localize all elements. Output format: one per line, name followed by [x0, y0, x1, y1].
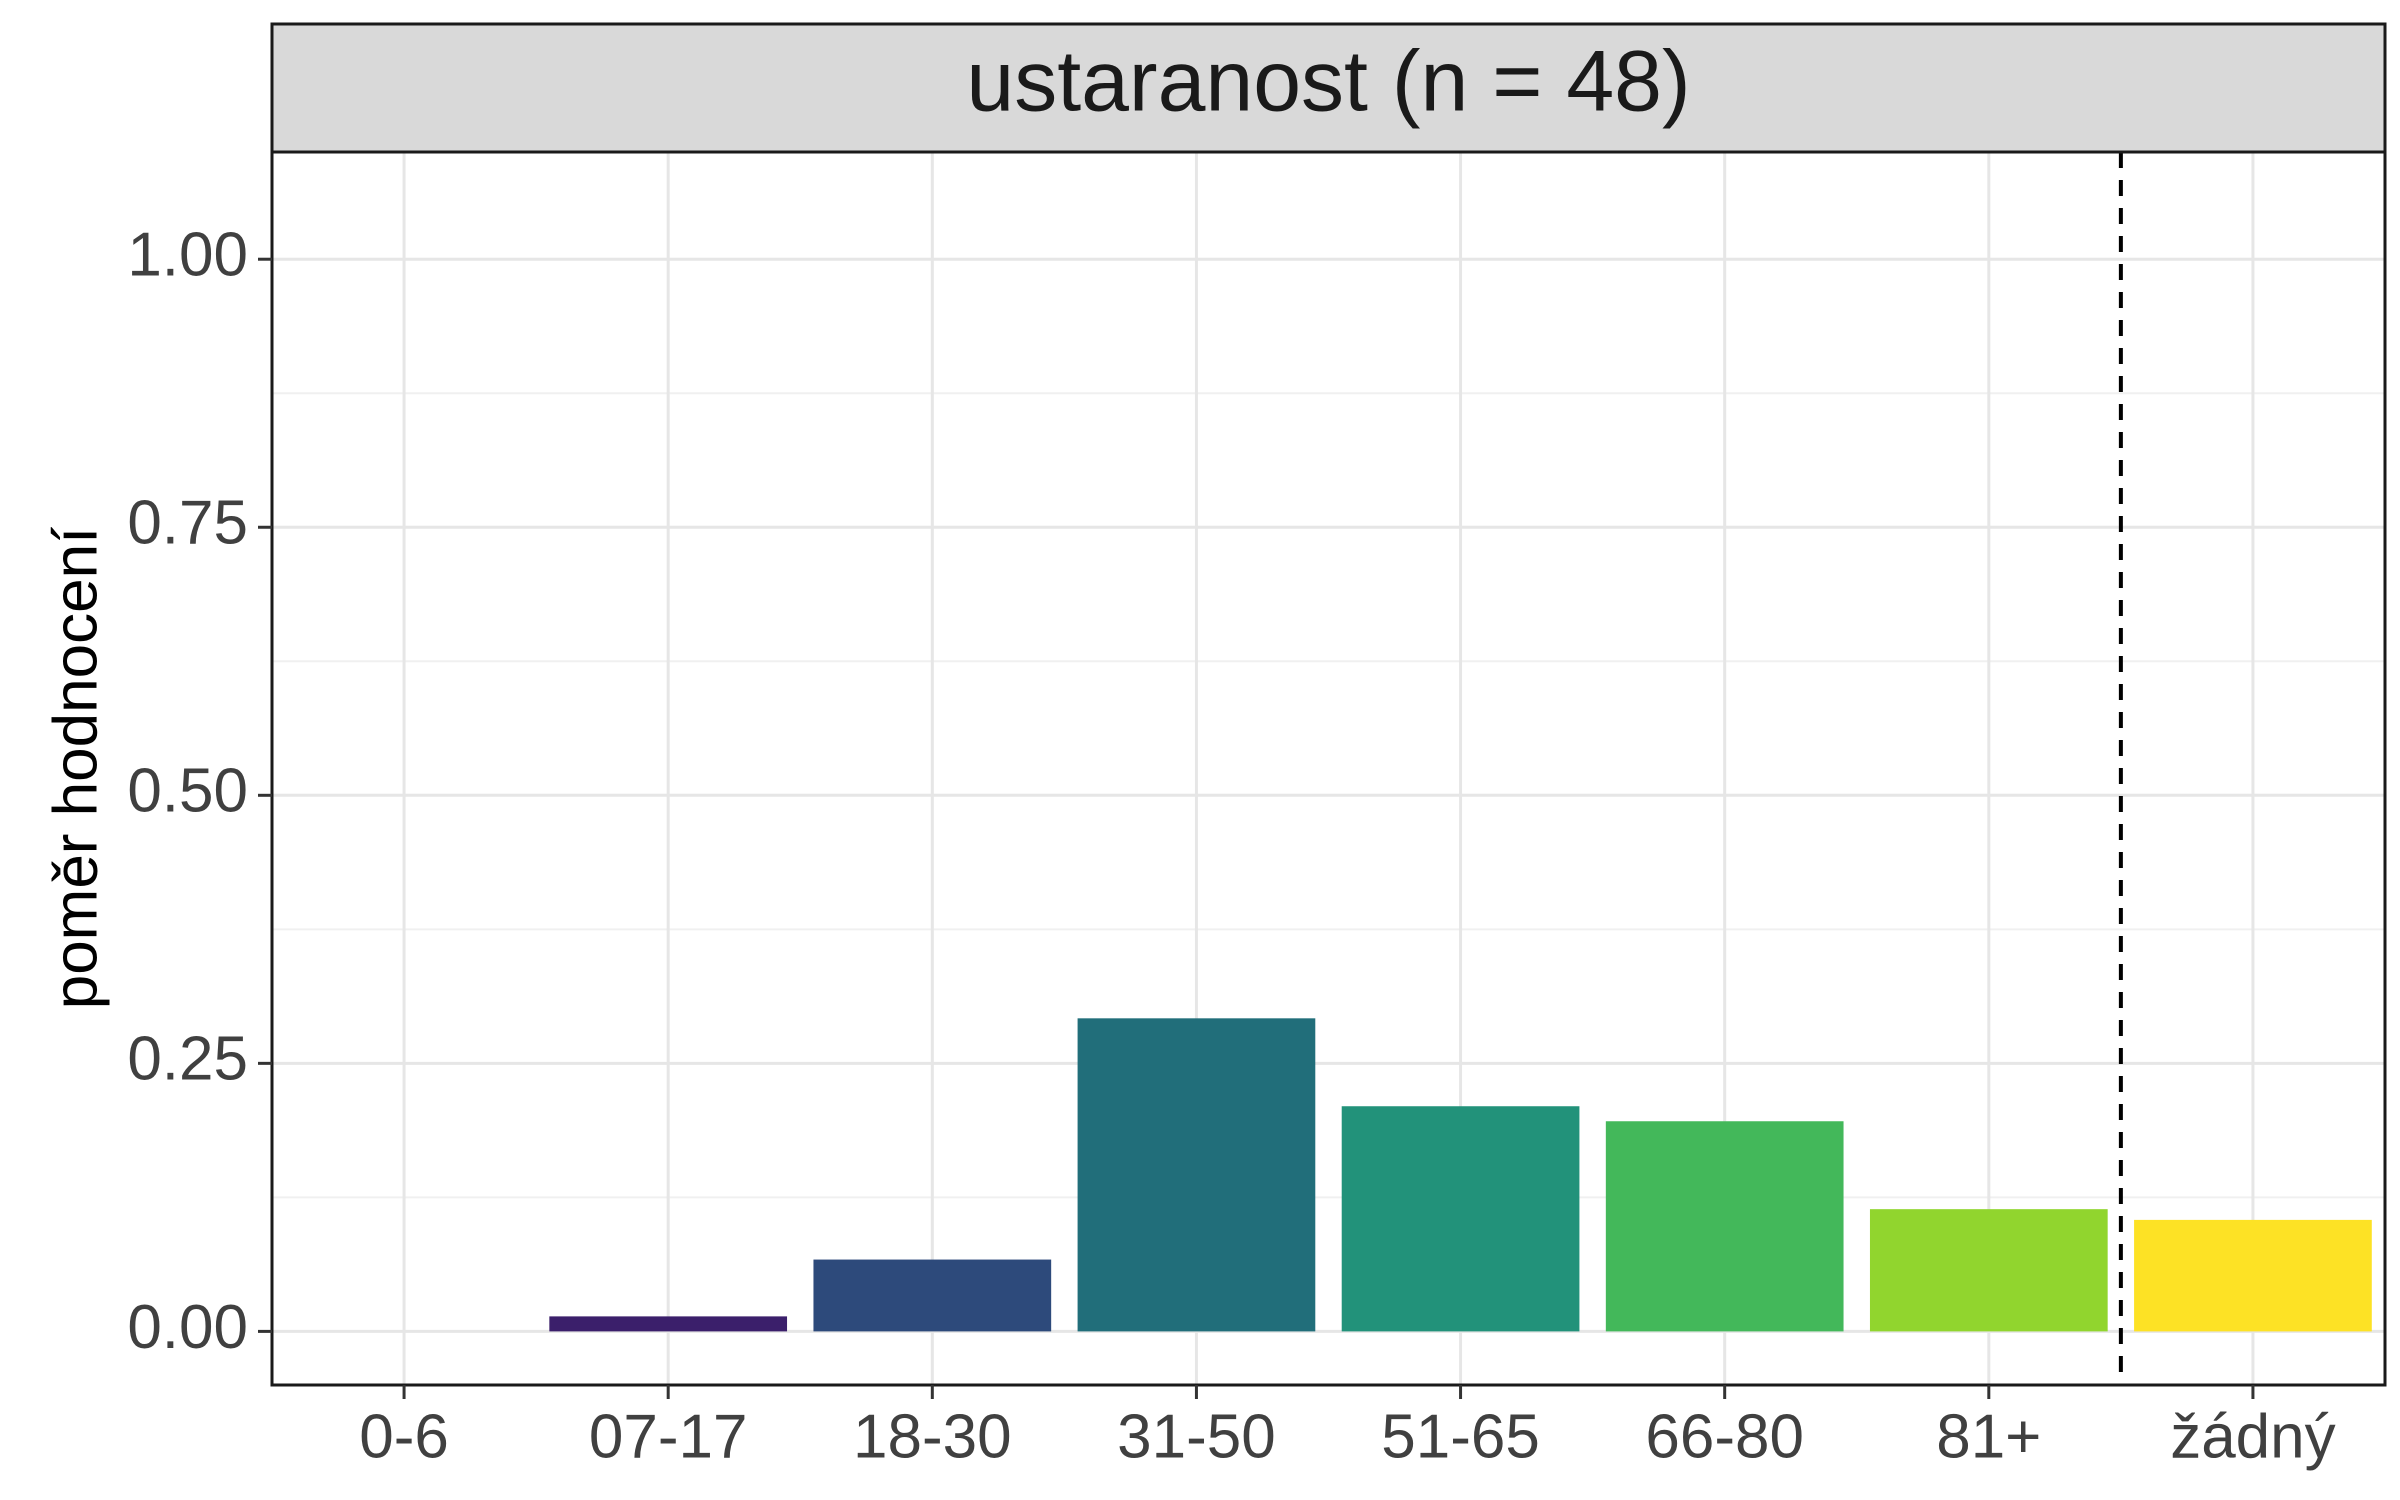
x-tick-label: 07-17: [589, 1402, 748, 1471]
bar-07-17: [549, 1316, 788, 1332]
grid-lines: [272, 152, 2385, 1385]
x-tick-label: 81+: [1936, 1402, 2041, 1471]
x-tick-label: 0-6: [359, 1402, 449, 1471]
bar-81+: [1869, 1209, 2108, 1332]
facet-title: ustaranost (n = 48): [966, 34, 1690, 130]
x-tick-label: 18-30: [853, 1402, 1012, 1471]
y-tick-label: 0.50: [127, 757, 248, 826]
bar-18-30: [813, 1259, 1052, 1332]
y-tick-label: 0.75: [127, 489, 248, 558]
x-tick-label: 51-65: [1381, 1402, 1540, 1471]
facet-strip-background: [270, 22, 2387, 154]
bar-66-80: [1605, 1121, 1844, 1332]
plot-panel-background: [272, 152, 2385, 1385]
x-tick-label: 66-80: [1645, 1402, 1804, 1471]
bar-51-65: [1341, 1106, 1580, 1332]
y-tick-label: 1.00: [127, 221, 248, 290]
facet-strip: ustaranost (n = 48): [270, 22, 2387, 154]
bar-31-50: [1077, 1018, 1316, 1332]
y-axis: 0.00 0.25 0.50 0.75 1.00: [127, 221, 272, 1362]
x-tick-label: 31-50: [1117, 1402, 1276, 1471]
bar-žádný: [2134, 1219, 2372, 1332]
y-axis-title: poměr hodnocení: [41, 527, 110, 1010]
x-tick-label: žádný: [2170, 1402, 2335, 1471]
y-tick-label: 0.00: [127, 1293, 248, 1362]
x-axis: 0-6 07-17 18-30 31-50 51-65 66-80 81+ žádný: [359, 1385, 2336, 1471]
y-tick-label: 0.25: [127, 1025, 248, 1094]
bars: [549, 1018, 2372, 1332]
